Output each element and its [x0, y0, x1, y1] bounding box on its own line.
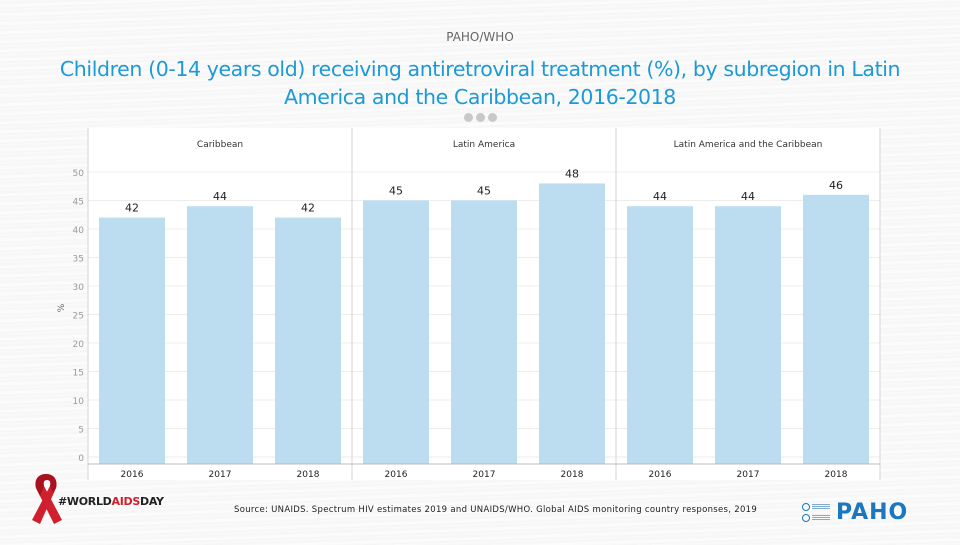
org-label: PAHO/WHO [446, 30, 514, 44]
bar [363, 200, 429, 464]
data-label: 46 [829, 179, 843, 192]
x-tick-label: 2016 [385, 470, 408, 480]
red-ribbon-icon [32, 474, 62, 524]
x-tick-label: 2016 [121, 470, 144, 480]
x-tick-label: 2017 [209, 470, 232, 480]
panel-title: Caribbean [197, 140, 243, 150]
y-tick-label: 15 [73, 369, 84, 379]
panel-title: Latin America [453, 140, 515, 150]
un-emblem-icon [802, 503, 830, 522]
data-label: 45 [389, 185, 403, 198]
data-label: 42 [125, 202, 139, 215]
y-tick-label: 30 [73, 283, 85, 293]
y-tick-label: 35 [73, 255, 84, 265]
data-label: 44 [741, 190, 755, 203]
bar [715, 206, 781, 464]
x-tick-label: 2016 [649, 470, 672, 480]
x-tick-label: 2018 [297, 470, 320, 480]
y-tick-label: 40 [73, 226, 85, 236]
bar [187, 206, 253, 464]
y-tick-label: 25 [73, 312, 84, 322]
hashtag-suffix: DAY [139, 495, 164, 508]
y-tick-label: 10 [73, 397, 85, 407]
paho-logo: PAHO [802, 500, 908, 525]
source-note: Source: UNAIDS. Spectrum HIV estimates 2… [234, 505, 758, 515]
x-tick-label: 2017 [473, 470, 496, 480]
data-label: 44 [213, 190, 227, 203]
hashtag-prefix: #WORLD [58, 495, 112, 508]
y-tick-label: 5 [78, 426, 84, 436]
data-label: 44 [653, 190, 667, 203]
x-tick-label: 2018 [825, 470, 848, 480]
world-aids-day-hashtag: #WORLDAIDSDAY [58, 495, 164, 508]
y-tick-label: 50 [73, 169, 85, 179]
bar [539, 183, 605, 464]
bar [99, 217, 165, 464]
data-label: 42 [301, 202, 315, 215]
bar [451, 200, 517, 464]
x-tick-label: 2018 [561, 470, 584, 480]
x-tick-label: 2017 [737, 470, 760, 480]
more-dots-icon [464, 113, 497, 122]
y-tick-label: 45 [73, 198, 84, 208]
y-tick-label: 20 [73, 340, 85, 350]
bar [803, 194, 869, 465]
chart-title: Children (0-14 years old) receiving anti… [59, 57, 901, 109]
y-axis-label: % [57, 303, 67, 312]
data-label: 48 [565, 167, 579, 180]
paho-logo-text: PAHO [836, 500, 909, 525]
data-label: 45 [477, 185, 491, 198]
panel-title: Latin America and the Caribbean [674, 140, 823, 150]
y-tick-label: 0 [78, 454, 84, 464]
bar [275, 217, 341, 464]
hashtag-highlight: AIDS [111, 495, 141, 508]
bar [627, 206, 693, 464]
